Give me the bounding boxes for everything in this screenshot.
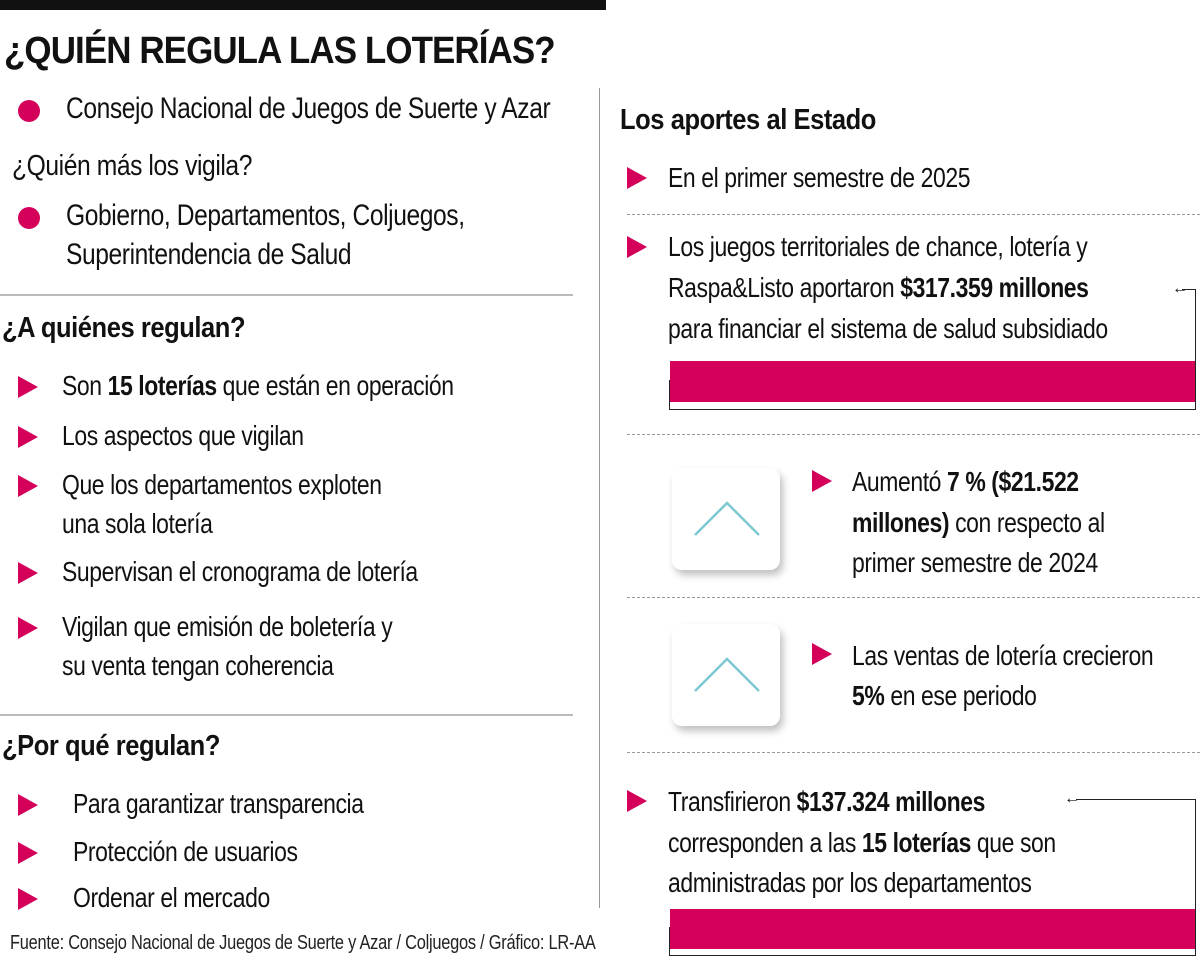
connector-line: [669, 927, 670, 956]
divider: [0, 714, 573, 716]
trend-card: [672, 468, 780, 570]
contrib-line2: Raspa&Listo aportaron $317.359 millones: [668, 272, 1089, 303]
transfer-bar: [670, 909, 1195, 949]
arrow-bullet-icon: [18, 617, 38, 639]
regulator-text: Consejo Nacional de Juegos de Suerte y A…: [66, 92, 551, 125]
connector-line: [1195, 289, 1196, 410]
whom-heading: ¿A quiénes regulan?: [2, 312, 246, 344]
arrow-bullet-icon: [18, 794, 38, 816]
connector-line: [669, 409, 1196, 410]
contributions-heading: Los aportes al Estado: [620, 104, 876, 136]
connector-line: [1195, 799, 1196, 956]
arrow-bullet-icon: [18, 562, 38, 584]
who-else-line1: Gobierno, Departamentos, Coljuegos,: [66, 199, 465, 232]
chevron-up-icon: [694, 501, 760, 536]
column-divider: [599, 88, 600, 908]
arrow-bullet-icon: [812, 470, 832, 492]
arrow-left-icon: ←: [1064, 790, 1080, 807]
transfer-line3: administradas por los departamentos: [668, 867, 1032, 898]
whom-item-4: Supervisan el cronograma de lotería: [62, 556, 418, 587]
increase-line1: Aumentó 7 % ($21.522: [852, 466, 1079, 497]
trend-card: [672, 624, 780, 726]
arrow-bullet-icon: [18, 842, 38, 864]
page-title: ¿QUIÉN REGULA LAS LOTERÍAS?: [4, 30, 556, 72]
transfer-line2: corresponden a las 15 loterías que son: [668, 827, 1056, 858]
dashed-divider: [627, 597, 1200, 598]
whom-item-5-line1: Vigilan que emisión de boletería y: [62, 611, 393, 642]
whom-item-3-line1: Que los departamentos exploten: [62, 469, 382, 500]
arrow-bullet-icon: [812, 643, 832, 665]
contrib-line3: para financiar el sistema de salud subsi…: [668, 313, 1108, 344]
dashed-divider: [627, 434, 1200, 435]
who-else-heading: ¿Quién más los vigila?: [12, 150, 252, 182]
arrow-bullet-icon: [18, 376, 38, 398]
contrib-line1: Los juegos territoriales de chance, lote…: [668, 231, 1088, 262]
sales-line2: 5% en ese periodo: [852, 680, 1037, 711]
divider: [0, 294, 573, 296]
contribution-bar: [670, 361, 1195, 402]
why-item-3: Ordenar el mercado: [73, 882, 270, 913]
source-footer: Fuente: Consejo Nacional de Juegos de Su…: [10, 932, 596, 954]
why-item-2: Protección de usuarios: [73, 836, 298, 867]
period-text: En el primer semestre de 2025: [668, 162, 971, 193]
whom-item-2: Los aspectos que vigilan: [62, 420, 304, 451]
bullet-dot-icon: [18, 207, 40, 229]
connector-line: [1076, 799, 1196, 800]
dashed-divider: [627, 752, 1200, 753]
sales-line1: Las ventas de lotería crecieron: [852, 640, 1154, 671]
arrow-bullet-icon: [627, 790, 647, 812]
arrow-bullet-icon: [627, 167, 647, 189]
arrow-bullet-icon: [18, 475, 38, 497]
arrow-bullet-icon: [627, 236, 647, 258]
connector-line: [669, 955, 1196, 956]
connector-line: [1182, 289, 1196, 290]
connector-line: [669, 380, 670, 410]
arrow-bullet-icon: [18, 426, 38, 448]
why-item-1: Para garantizar transparencia: [73, 788, 364, 819]
chevron-up-icon: [694, 657, 760, 692]
whom-item-3-line2: una sola lotería: [62, 508, 213, 539]
dashed-divider: [627, 214, 1200, 215]
transfer-line1: Transfirieron $137.324 millones: [668, 786, 985, 817]
arrow-bullet-icon: [18, 888, 38, 910]
arrow-left-icon: ←: [1172, 280, 1188, 297]
top-rule: [0, 0, 606, 10]
why-heading: ¿Por qué regulan?: [2, 730, 220, 762]
whom-item-1: Son 15 loterías que están en operación: [62, 370, 454, 401]
who-else-line2: Superintendencia de Salud: [66, 238, 352, 271]
increase-line3: primer semestre de 2024: [852, 547, 1098, 578]
whom-item-5-line2: su venta tengan coherencia: [62, 650, 334, 681]
bullet-dot-icon: [18, 100, 40, 122]
increase-line2: millones) con respecto al: [852, 507, 1105, 538]
